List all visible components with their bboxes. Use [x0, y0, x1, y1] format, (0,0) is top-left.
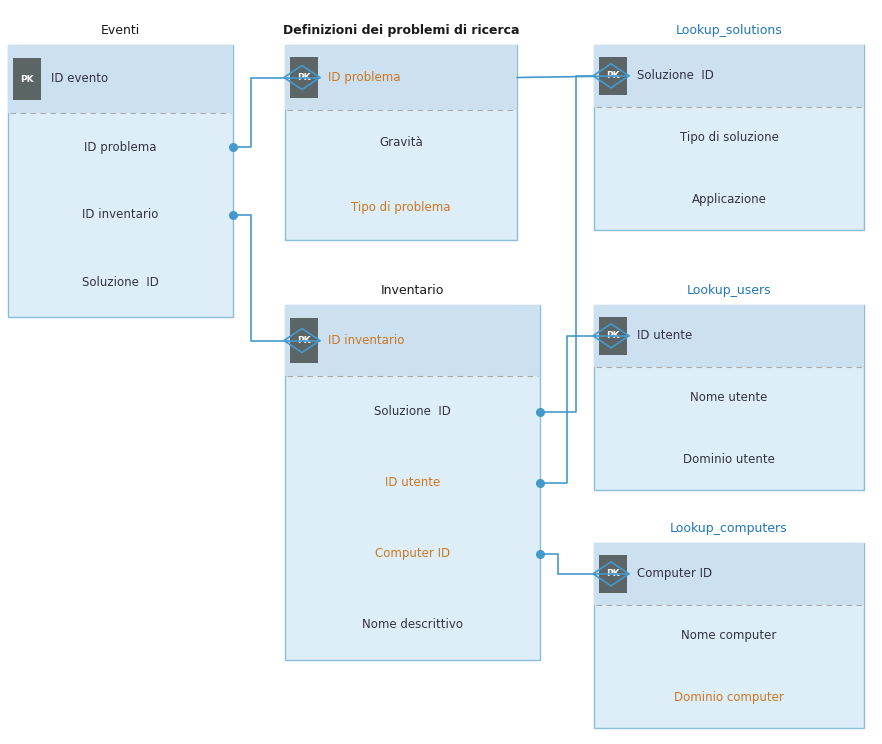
Text: Applicazione: Applicazione	[691, 193, 766, 205]
FancyBboxPatch shape	[594, 45, 864, 230]
FancyBboxPatch shape	[594, 543, 864, 728]
Text: ID problema: ID problema	[85, 141, 157, 153]
Text: PK: PK	[606, 71, 620, 80]
Text: PK: PK	[606, 331, 620, 340]
Text: PK: PK	[606, 569, 620, 578]
Text: Inventario: Inventario	[381, 284, 445, 297]
Text: PK: PK	[297, 336, 310, 345]
FancyBboxPatch shape	[285, 305, 540, 660]
Text: PK: PK	[297, 73, 310, 82]
Text: Lookup_solutions: Lookup_solutions	[676, 24, 782, 37]
FancyBboxPatch shape	[285, 45, 517, 240]
FancyBboxPatch shape	[599, 317, 627, 355]
Text: Computer ID: Computer ID	[375, 547, 450, 560]
Text: Dominio utente: Dominio utente	[683, 452, 775, 466]
FancyBboxPatch shape	[594, 305, 864, 490]
Text: Tipo di soluzione: Tipo di soluzione	[679, 131, 779, 144]
Text: Definizioni dei problemi di ricerca: Definizioni dei problemi di ricerca	[283, 24, 519, 37]
FancyBboxPatch shape	[594, 305, 864, 367]
Text: Nome computer: Nome computer	[681, 629, 777, 642]
Text: Dominio computer: Dominio computer	[674, 690, 784, 704]
FancyBboxPatch shape	[290, 57, 318, 97]
Text: ID inventario: ID inventario	[328, 334, 404, 347]
FancyBboxPatch shape	[8, 45, 233, 317]
FancyBboxPatch shape	[594, 543, 864, 605]
FancyBboxPatch shape	[599, 555, 627, 593]
FancyBboxPatch shape	[13, 58, 41, 100]
Text: Nome utente: Nome utente	[691, 391, 767, 404]
FancyBboxPatch shape	[594, 45, 864, 106]
FancyBboxPatch shape	[285, 305, 540, 376]
Text: Lookup_computers: Lookup_computers	[670, 522, 788, 535]
Text: Nome descrittivo: Nome descrittivo	[362, 618, 463, 631]
Text: Soluzione  ID: Soluzione ID	[637, 69, 714, 83]
FancyBboxPatch shape	[599, 57, 627, 95]
Text: Gravità: Gravità	[379, 136, 422, 149]
FancyBboxPatch shape	[285, 45, 517, 110]
Text: ID inventario: ID inventario	[82, 208, 159, 222]
Text: ID utente: ID utente	[385, 476, 440, 489]
Text: ID problema: ID problema	[328, 71, 400, 84]
Text: Soluzione  ID: Soluzione ID	[374, 405, 451, 418]
Text: Eventi: Eventi	[101, 24, 140, 37]
Text: Tipo di problema: Tipo di problema	[351, 201, 451, 214]
Text: ID utente: ID utente	[637, 330, 692, 342]
Text: Computer ID: Computer ID	[637, 568, 712, 580]
Text: Soluzione  ID: Soluzione ID	[82, 277, 159, 289]
Text: PK: PK	[20, 74, 34, 83]
FancyBboxPatch shape	[8, 45, 233, 113]
Text: Lookup_users: Lookup_users	[687, 284, 772, 297]
FancyBboxPatch shape	[290, 318, 318, 362]
Text: ID evento: ID evento	[51, 72, 108, 86]
